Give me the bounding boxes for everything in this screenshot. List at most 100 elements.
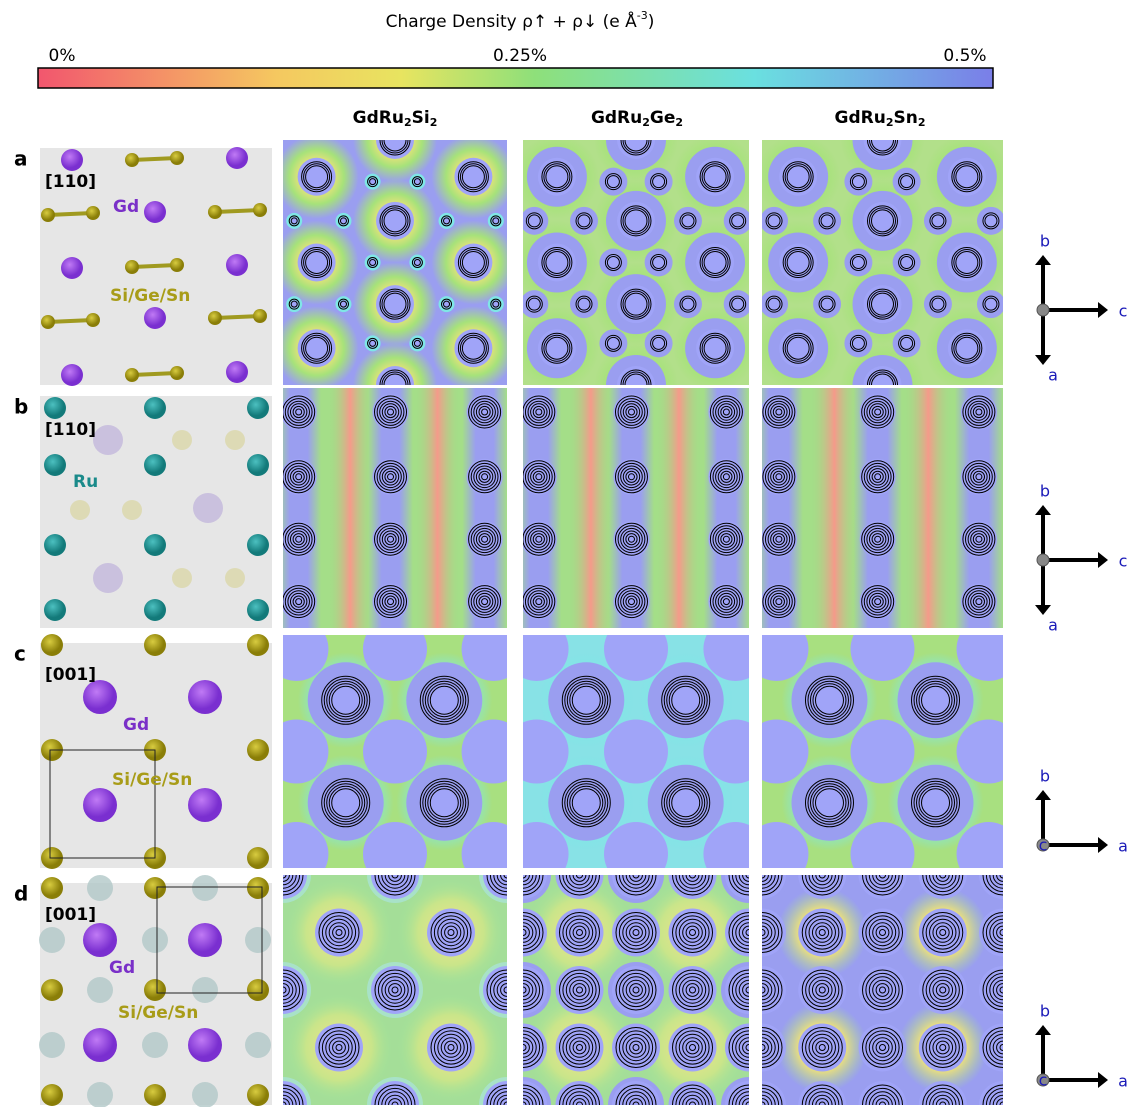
density-blob <box>951 247 983 278</box>
density-blob <box>461 822 507 868</box>
density-blob <box>661 675 711 725</box>
density-blob <box>982 969 1003 1011</box>
colorbar-tick: 0.25% <box>493 46 547 66</box>
density-blob <box>622 207 650 235</box>
density-blob <box>523 1098 530 1105</box>
density-blob <box>283 976 297 1004</box>
density-blob <box>703 165 727 189</box>
density-blob <box>527 297 541 311</box>
density-blob <box>523 972 541 1008</box>
density-blob <box>283 458 317 495</box>
structure-panel <box>40 634 272 869</box>
density-blob <box>570 786 603 819</box>
density-blob <box>625 1037 647 1058</box>
density-blob <box>663 780 708 825</box>
density-blob <box>523 460 556 494</box>
arrow-head <box>1035 605 1051 615</box>
atom <box>41 208 55 222</box>
density-blob <box>874 598 882 606</box>
title-text: Charge Density ρ↑ + ρ↓ (e Å <box>386 10 637 32</box>
density-blob <box>523 394 557 430</box>
density-blob <box>701 163 729 191</box>
density-blob <box>722 408 730 416</box>
density-blob <box>627 598 635 606</box>
density-blob <box>709 395 743 429</box>
density-blob <box>562 1087 597 1105</box>
density-blob <box>632 1101 640 1105</box>
density-blob <box>872 1094 893 1105</box>
density-blob <box>468 395 502 429</box>
density-blob <box>911 778 961 828</box>
density-blob <box>720 533 733 546</box>
density-blob <box>283 1094 294 1105</box>
density-blob <box>955 336 979 360</box>
density-blob <box>525 212 543 230</box>
density-blob <box>543 334 571 362</box>
density-blob <box>288 298 300 310</box>
density-blob <box>921 685 951 715</box>
density-blob <box>443 217 451 225</box>
density-blob <box>545 165 569 189</box>
density-blob <box>470 587 499 616</box>
density-blob <box>379 400 402 424</box>
density-blob <box>301 247 333 278</box>
density-blob <box>801 969 843 1011</box>
atom <box>170 258 184 272</box>
density-blob <box>992 979 1003 1001</box>
atom <box>208 311 222 325</box>
density-blob <box>424 680 464 720</box>
density-blob <box>722 535 730 543</box>
density-blob <box>717 530 736 548</box>
density-blob <box>811 922 833 943</box>
density-blob <box>762 1087 780 1105</box>
density-blob <box>289 403 308 421</box>
density-blob <box>492 217 500 225</box>
density-blob <box>811 1037 833 1058</box>
density-blob <box>786 165 810 189</box>
density-blob <box>627 408 635 416</box>
density-blob <box>682 875 703 886</box>
density-blob <box>786 251 810 274</box>
density-blob <box>321 778 371 828</box>
density-blob <box>872 979 893 1001</box>
density-blob <box>523 1094 534 1105</box>
density-blob <box>283 394 317 430</box>
density-blob <box>475 530 494 548</box>
density-blob <box>675 1030 710 1065</box>
density-blob <box>622 918 650 947</box>
density-blob <box>931 214 945 228</box>
density-blob <box>663 678 708 723</box>
density-blob <box>762 912 783 953</box>
density-blob <box>767 527 791 551</box>
density-blob <box>775 408 783 416</box>
density-blob <box>859 583 896 620</box>
density-blob <box>762 1027 783 1068</box>
density-blob <box>921 788 951 818</box>
density-blob <box>960 583 997 620</box>
density-blob <box>325 1033 353 1062</box>
density-blob <box>708 521 745 558</box>
density-blob <box>457 161 489 193</box>
density-blob <box>391 986 399 994</box>
density-blob <box>738 1094 749 1105</box>
density-blob <box>717 468 736 486</box>
density-blob <box>875 1040 890 1055</box>
density-blob <box>292 470 305 483</box>
density-blob <box>466 521 503 558</box>
density-blob <box>731 875 749 893</box>
density-blob <box>569 875 590 886</box>
density-blob <box>962 395 996 429</box>
density-blob <box>818 875 826 879</box>
stripe <box>656 388 702 628</box>
density-blob <box>328 1037 350 1058</box>
density-blob <box>722 473 730 481</box>
axis-label: c <box>1119 552 1128 571</box>
density-blob <box>913 780 958 825</box>
axis-label: c <box>1119 302 1128 321</box>
density-blob <box>572 925 587 940</box>
density-blob <box>989 1091 1003 1105</box>
density-blob <box>391 875 399 879</box>
density-blob <box>606 256 620 269</box>
density-blob <box>720 595 733 608</box>
density-blob <box>813 786 846 819</box>
